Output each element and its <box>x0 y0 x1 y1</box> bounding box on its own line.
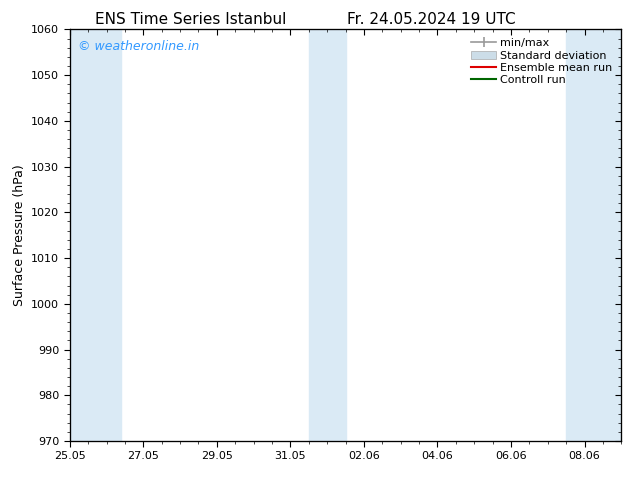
Legend: min/max, Standard deviation, Ensemble mean run, Controll run: min/max, Standard deviation, Ensemble me… <box>468 35 616 88</box>
Text: © weatheronline.in: © weatheronline.in <box>78 40 199 53</box>
Text: ENS Time Series Istanbul: ENS Time Series Istanbul <box>94 12 286 27</box>
Bar <box>309 29 346 441</box>
Bar <box>70 29 121 441</box>
Y-axis label: Surface Pressure (hPa): Surface Pressure (hPa) <box>13 164 25 306</box>
Text: Fr. 24.05.2024 19 UTC: Fr. 24.05.2024 19 UTC <box>347 12 515 27</box>
Bar <box>566 29 621 441</box>
